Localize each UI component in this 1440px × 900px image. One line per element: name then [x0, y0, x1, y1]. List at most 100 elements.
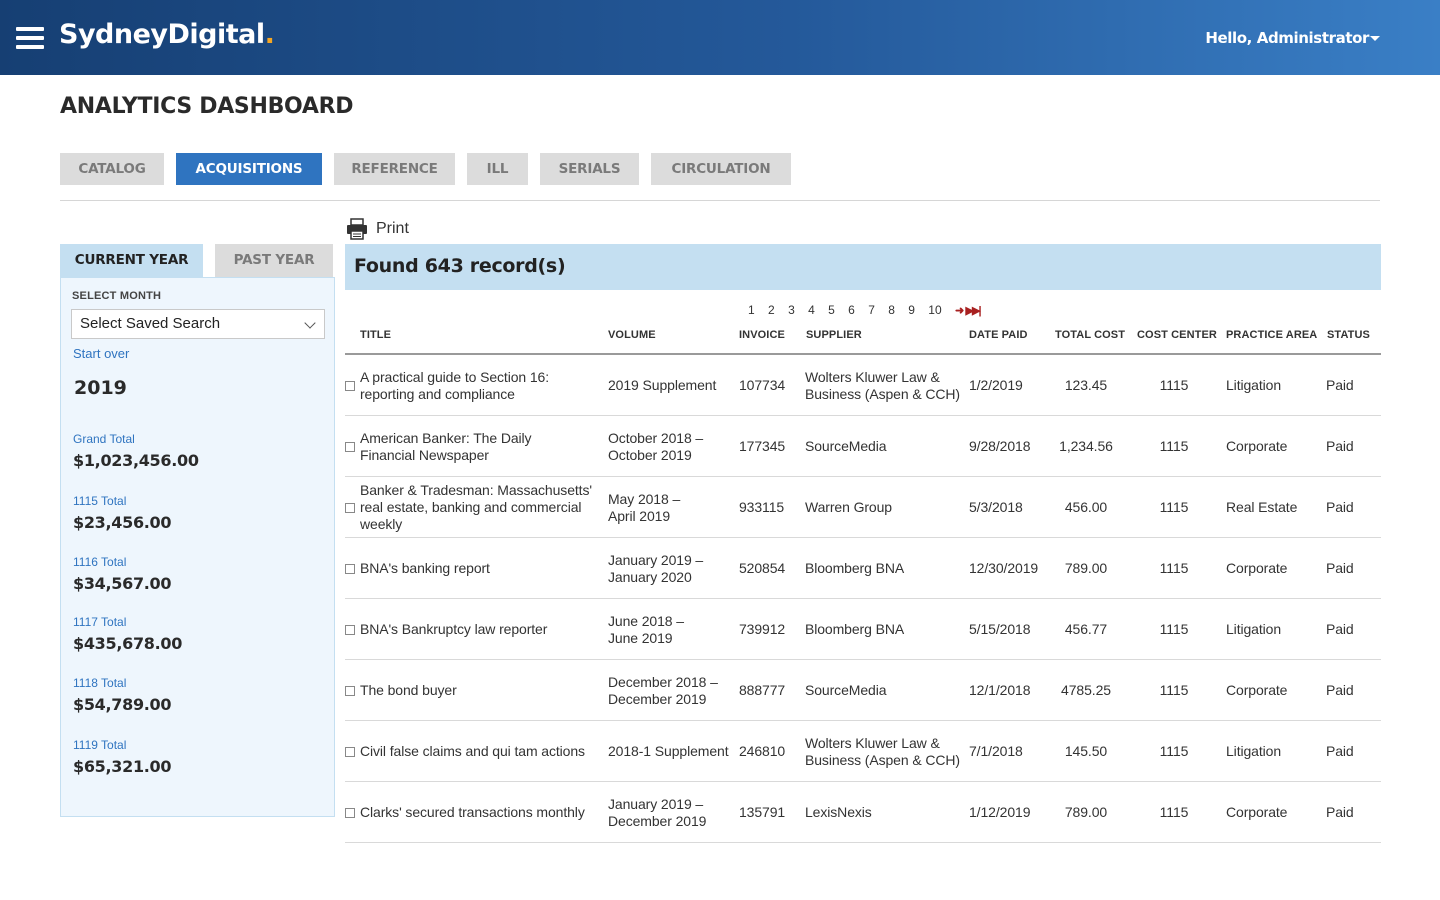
logo[interactable]: SydneyDigital.	[59, 19, 275, 50]
cell-supplier: Bloomberg BNA	[805, 560, 965, 577]
cell-date-paid-line: 1/2/2019	[969, 377, 1023, 393]
row-checkbox[interactable]	[345, 563, 355, 574]
col-title[interactable]: TITLE	[360, 329, 392, 341]
header-rule	[345, 353, 1381, 355]
next-page-icon[interactable]: ➜	[954, 305, 964, 317]
table-row[interactable]: BNA's banking report January 2019 – Januar…	[345, 538, 1381, 599]
row-checkbox[interactable]	[345, 441, 355, 452]
row-checkbox[interactable]	[345, 624, 355, 635]
col-practice-area[interactable]: PRACTICE AREA	[1226, 329, 1318, 341]
section-divider	[60, 200, 1380, 201]
cell-title[interactable]: BNA's banking report	[360, 560, 600, 577]
cell-invoice: 888777	[739, 682, 799, 699]
col-date-paid[interactable]: DATE PAID	[969, 329, 1028, 341]
cell-supplier-line: SourceMedia	[805, 438, 887, 454]
cell-invoice-line: 888777	[739, 682, 786, 698]
table-row[interactable]: A practical guide to Section 16: reportin…	[345, 355, 1381, 416]
page-1[interactable]: 1	[748, 303, 755, 317]
cell-total-cost-line: 123.45	[1064, 377, 1108, 393]
saved-search-select[interactable]: Select Saved Search	[71, 309, 325, 339]
total-1118-label: 1118 Total	[73, 676, 127, 690]
page-6[interactable]: 6	[848, 303, 855, 317]
row-checkbox[interactable]	[345, 746, 355, 757]
col-status[interactable]: STATUS	[1327, 329, 1370, 341]
tab-ill[interactable]: ILL	[467, 153, 528, 185]
page-2[interactable]: 2	[768, 303, 775, 317]
row-checkbox[interactable]	[345, 502, 355, 513]
cell-invoice-line: 520854	[739, 560, 786, 576]
table-row[interactable]: American Banker: The Daily Financial News…	[345, 416, 1381, 477]
cell-volume-line: 2018-1 Supplement	[608, 743, 729, 759]
cell-title[interactable]: Banker & Tradesman: Massachusetts' real e…	[360, 482, 600, 533]
table-row[interactable]: Clarks' secured transactions monthly Janu…	[345, 782, 1381, 843]
tab-catalog[interactable]: CATALOG	[60, 153, 164, 185]
cell-title[interactable]: American Banker: The Daily Financial News…	[360, 430, 600, 464]
cell-practice-area-line: Corporate	[1226, 560, 1288, 576]
tab-serials[interactable]: SERIALS	[540, 153, 639, 185]
col-supplier[interactable]: SUPPLIER	[806, 329, 862, 341]
cell-invoice: 739912	[739, 621, 799, 638]
cell-title-line: weekly	[360, 516, 403, 532]
col-invoice[interactable]: INVOICE	[739, 329, 785, 341]
tab-circulation[interactable]: CIRCULATION	[651, 153, 791, 185]
page-10[interactable]: 10	[928, 303, 942, 317]
year-label: 2019	[74, 377, 127, 399]
row-checkbox[interactable]	[345, 380, 355, 391]
cell-supplier: Wolters Kluwer Law & Business (Aspen & CC…	[805, 369, 965, 403]
page-7[interactable]: 7	[868, 303, 875, 317]
row-checkbox[interactable]	[345, 685, 355, 696]
cell-cost-center-line: 1115	[1159, 682, 1189, 698]
pagination: 1 2 3 4 5 6 7 8 9 10 ➜ ▶▶|	[748, 303, 982, 319]
page-4[interactable]: 4	[808, 303, 815, 317]
cell-cost-center-line: 1115	[1159, 377, 1189, 393]
cell-cost-center: 1115	[1137, 438, 1211, 455]
col-total-cost[interactable]: TOTAL COST	[1055, 329, 1126, 341]
cell-supplier-line: SourceMedia	[805, 682, 887, 698]
cell-practice-area: Corporate	[1226, 804, 1322, 821]
cell-invoice: 135791	[739, 804, 799, 821]
cell-supplier-line: Business (Aspen & CCH)	[805, 385, 960, 402]
table-row[interactable]: Banker & Tradesman: Massachusetts' real e…	[345, 477, 1381, 538]
table-row[interactable]: Civil false claims and qui tam actions 20…	[345, 721, 1381, 782]
start-over-link[interactable]: Start over	[73, 346, 130, 361]
cell-cost-center: 1115	[1137, 621, 1211, 638]
cell-status: Paid	[1326, 804, 1376, 821]
col-cost-center[interactable]: COST CENTER	[1137, 329, 1217, 341]
page-3[interactable]: 3	[788, 303, 795, 317]
cell-title[interactable]: A practical guide to Section 16: reportin…	[360, 369, 600, 403]
cell-volume-line: January 2019 –	[608, 795, 704, 812]
cell-status-line: Paid	[1326, 621, 1354, 637]
logo-text: SydneyDigital	[59, 19, 265, 50]
cell-volume-line: April 2019	[608, 507, 671, 524]
cell-title[interactable]: BNA's Bankruptcy law reporter	[360, 621, 600, 638]
tab-past-year[interactable]: PAST YEAR	[215, 244, 333, 277]
cell-title[interactable]: The bond buyer	[360, 682, 600, 699]
tab-current-year[interactable]: CURRENT YEAR	[60, 244, 203, 277]
cell-volume-line: June 2019	[608, 629, 673, 646]
cell-volume-line: 2019 Supplement	[608, 377, 717, 393]
last-page-icon[interactable]: ▶▶|	[965, 305, 982, 317]
cell-cost-center-line: 1115	[1159, 804, 1189, 820]
page-8[interactable]: 8	[888, 303, 895, 317]
user-menu[interactable]: Hello, Administrator	[1205, 29, 1380, 47]
cell-status-line: Paid	[1326, 743, 1354, 759]
cell-title[interactable]: Clarks' secured transactions monthly	[360, 804, 600, 821]
tab-reference[interactable]: REFERENCE	[334, 153, 455, 185]
cell-supplier-line: Bloomberg BNA	[805, 621, 905, 637]
col-volume[interactable]: VOLUME	[608, 329, 656, 341]
cell-date-paid: 5/3/2018	[969, 499, 1049, 516]
page-9[interactable]: 9	[908, 303, 915, 317]
tab-acquisitions[interactable]: ACQUISITIONS	[176, 153, 322, 185]
row-checkbox[interactable]	[345, 807, 355, 818]
cell-invoice-line: 933115	[739, 499, 785, 515]
page-title: ANALYTICS DASHBOARD	[60, 94, 354, 119]
table-row[interactable]: BNA's Bankruptcy law reporter June 2018 –…	[345, 599, 1381, 660]
cell-title-line: American Banker: The Daily	[360, 429, 532, 446]
page-5[interactable]: 5	[828, 303, 835, 317]
table-row[interactable]: The bond buyer December 2018 – December 20…	[345, 660, 1381, 721]
menu-icon[interactable]	[16, 27, 44, 49]
cell-status: Paid	[1326, 621, 1376, 638]
cell-title[interactable]: Civil false claims and qui tam actions	[360, 743, 600, 760]
cell-practice-area-line: Corporate	[1226, 682, 1288, 698]
cell-title-line: Civil false claims and qui tam actions	[360, 743, 585, 759]
